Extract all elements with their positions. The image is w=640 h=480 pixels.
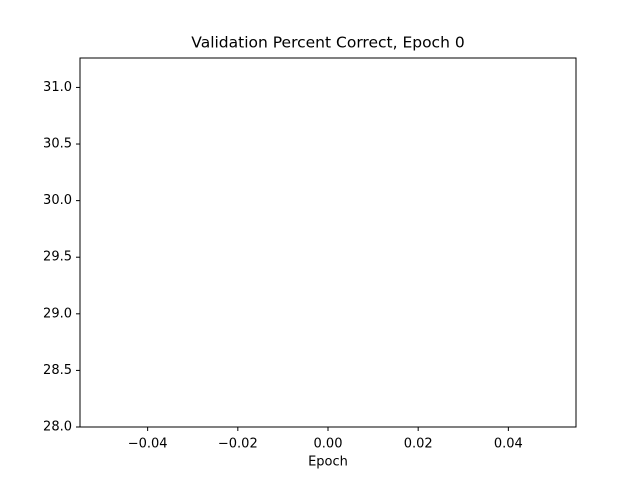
x-tick-label: 0.00 [314, 437, 343, 452]
x-tick-label: 0.02 [404, 437, 433, 452]
y-tick-label: 30.0 [43, 193, 72, 208]
x-tick-label: −0.04 [128, 437, 168, 452]
y-tick-label: 29.0 [43, 306, 72, 321]
x-tick-label: 0.04 [494, 437, 523, 452]
y-tick-label: 28.0 [43, 420, 72, 435]
x-tick-label: −0.02 [218, 437, 258, 452]
x-axis-label: Epoch [308, 455, 348, 470]
chart-title: Validation Percent Correct, Epoch 0 [191, 34, 464, 52]
y-tick-label: 30.5 [43, 137, 72, 152]
y-tick-label: 31.0 [43, 80, 72, 95]
y-tick-label: 29.5 [43, 250, 72, 265]
y-tick-label: 28.5 [43, 363, 72, 378]
